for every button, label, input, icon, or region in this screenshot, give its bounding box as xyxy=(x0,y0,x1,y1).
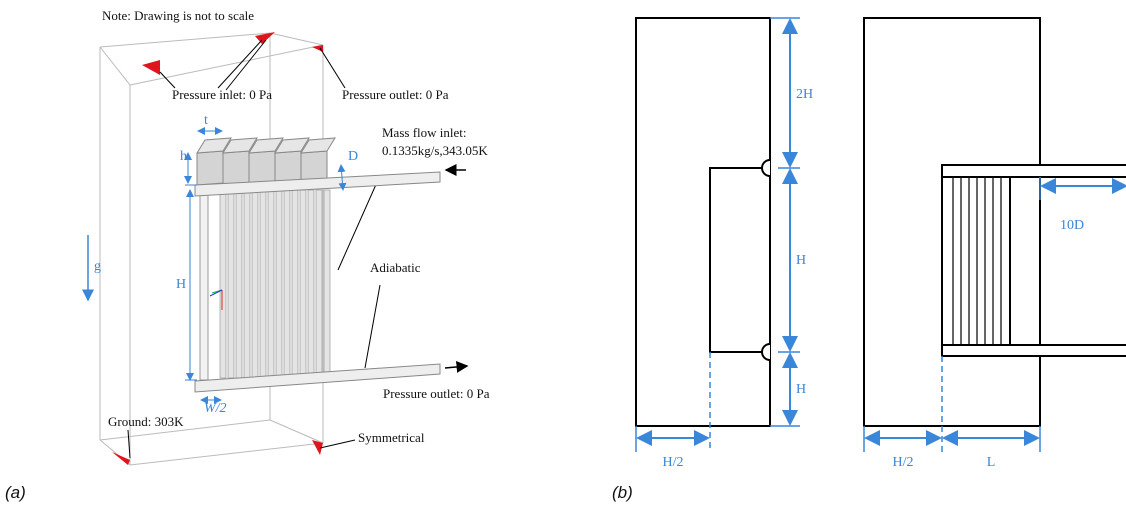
tube xyxy=(276,190,282,378)
notch xyxy=(710,168,770,352)
fin xyxy=(223,151,249,185)
line xyxy=(130,443,323,465)
dim-label: W/2 xyxy=(204,401,227,416)
label: Symmetrical xyxy=(358,430,425,445)
pipe-section xyxy=(762,344,770,360)
tube xyxy=(284,190,290,378)
label: Pressure outlet: 0 Pa xyxy=(383,386,490,401)
line xyxy=(338,180,378,270)
dim-label: h xyxy=(180,149,187,164)
line xyxy=(270,33,323,45)
line xyxy=(160,72,175,88)
line xyxy=(270,420,323,443)
fin xyxy=(197,151,223,185)
line xyxy=(218,40,262,88)
label: Ground: 303K xyxy=(108,414,184,429)
line xyxy=(320,440,355,448)
pipe xyxy=(942,345,1126,356)
shapes xyxy=(88,18,1126,465)
dim-label: 2H xyxy=(796,87,813,102)
dim-label: g xyxy=(94,259,101,274)
label: Pressure inlet: 0 Pa xyxy=(172,87,272,102)
line xyxy=(445,366,467,368)
figure: Note: Drawing is not to scale Pressure i… xyxy=(0,0,1126,513)
tube xyxy=(220,190,226,378)
tube xyxy=(268,190,274,378)
boundary-marker xyxy=(142,60,160,75)
boundary-marker xyxy=(112,452,130,465)
dim-label: 10D xyxy=(1060,218,1084,233)
frame-left xyxy=(200,190,208,380)
tube xyxy=(228,190,234,378)
dim-label: H/2 xyxy=(663,455,684,470)
tube xyxy=(324,190,330,378)
pipe xyxy=(942,165,1126,177)
dim-label: t xyxy=(204,113,208,128)
tube xyxy=(260,190,266,378)
tube-block xyxy=(942,177,1010,345)
dim-label: D xyxy=(348,149,358,164)
dim-label: H/2 xyxy=(893,455,914,470)
pipe-section xyxy=(762,160,770,176)
outline xyxy=(636,18,770,426)
tube xyxy=(236,190,242,378)
tube xyxy=(308,190,314,378)
label: Pressure outlet: 0 Pa xyxy=(342,87,449,102)
caption: (b) xyxy=(612,483,633,502)
line xyxy=(365,285,380,368)
dim-label: H xyxy=(176,277,186,292)
tube xyxy=(292,190,298,378)
label: Mass flow inlet: xyxy=(382,125,467,140)
tube xyxy=(300,190,306,378)
note: Note: Drawing is not to scale xyxy=(102,8,254,23)
dim-label: H xyxy=(796,382,806,397)
dim-label: L xyxy=(987,455,996,470)
label: Adiabatic xyxy=(370,260,421,275)
line xyxy=(226,40,266,90)
caption: (a) xyxy=(5,483,26,502)
tube xyxy=(316,190,322,378)
tube xyxy=(252,190,258,378)
label: 0.1335kg/s,343.05K xyxy=(382,143,488,158)
dim-label: H xyxy=(796,253,806,268)
tube xyxy=(244,190,250,378)
line xyxy=(320,48,345,88)
line xyxy=(100,47,130,85)
fin xyxy=(249,151,275,185)
line xyxy=(100,33,270,47)
